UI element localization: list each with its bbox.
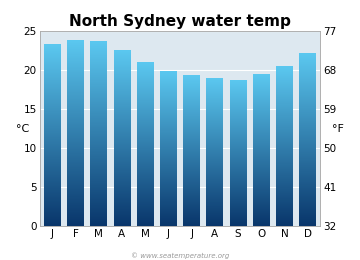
Y-axis label: °C: °C [15,124,29,134]
Title: North Sydney water temp: North Sydney water temp [69,14,291,29]
Y-axis label: °F: °F [332,124,344,134]
Text: © www.seatemperature.org: © www.seatemperature.org [131,252,229,259]
